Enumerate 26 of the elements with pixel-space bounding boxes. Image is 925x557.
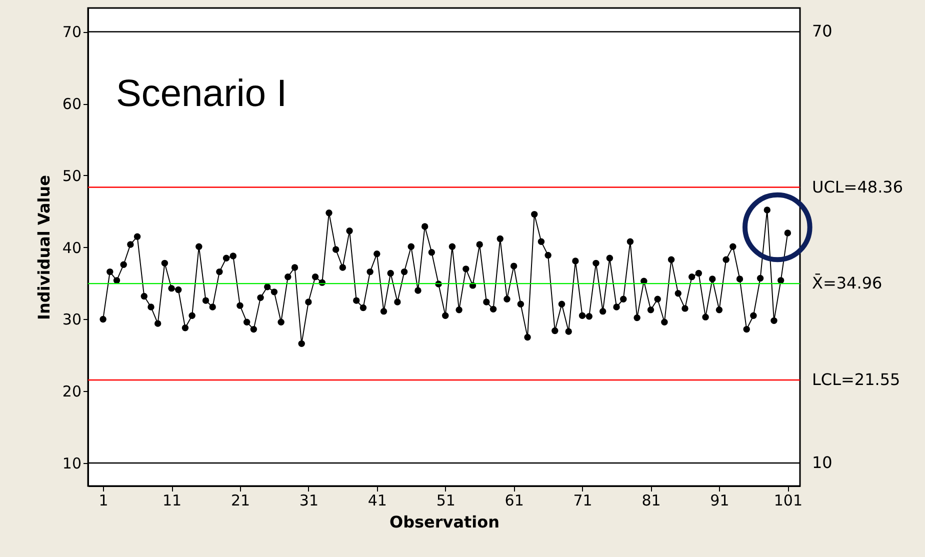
x-tick-label: 41 [368, 492, 387, 510]
ref-line-label: X̄=34.96 [812, 274, 882, 293]
y-tick-label: 60 [62, 95, 82, 114]
x-tick-label: 91 [710, 492, 730, 510]
y-axis-title: Individual Value [34, 174, 54, 320]
y-tick-label: 40 [62, 238, 82, 257]
y-tick-label: 20 [62, 382, 82, 401]
x-tick-label: 71 [573, 492, 592, 510]
x-tick-label: 101 [774, 492, 802, 510]
x-tick-label: 61 [504, 492, 524, 510]
ref-line-label: LCL=21.55 [812, 370, 900, 389]
y-tick-label: 10 [62, 454, 82, 472]
text: Scenario I [116, 73, 288, 115]
y-tick-label: 70 [62, 23, 82, 42]
y-tick-label: 50 [62, 166, 82, 185]
x-tick-label: 31 [299, 492, 318, 510]
x-axis-title: Observation [389, 512, 500, 532]
x-tick-label: 21 [230, 492, 250, 510]
x-tick-label: 1 [98, 492, 108, 510]
x-tick-label: 11 [162, 492, 182, 510]
ref-line-label: UCL=48.36 [812, 177, 904, 196]
ref-line-label: 70 [812, 22, 832, 41]
y-tick-label: 30 [62, 310, 82, 329]
x-tick-label: 81 [642, 492, 661, 510]
x-tick-label: 51 [436, 492, 456, 510]
ref-line-label: 10 [812, 453, 832, 472]
